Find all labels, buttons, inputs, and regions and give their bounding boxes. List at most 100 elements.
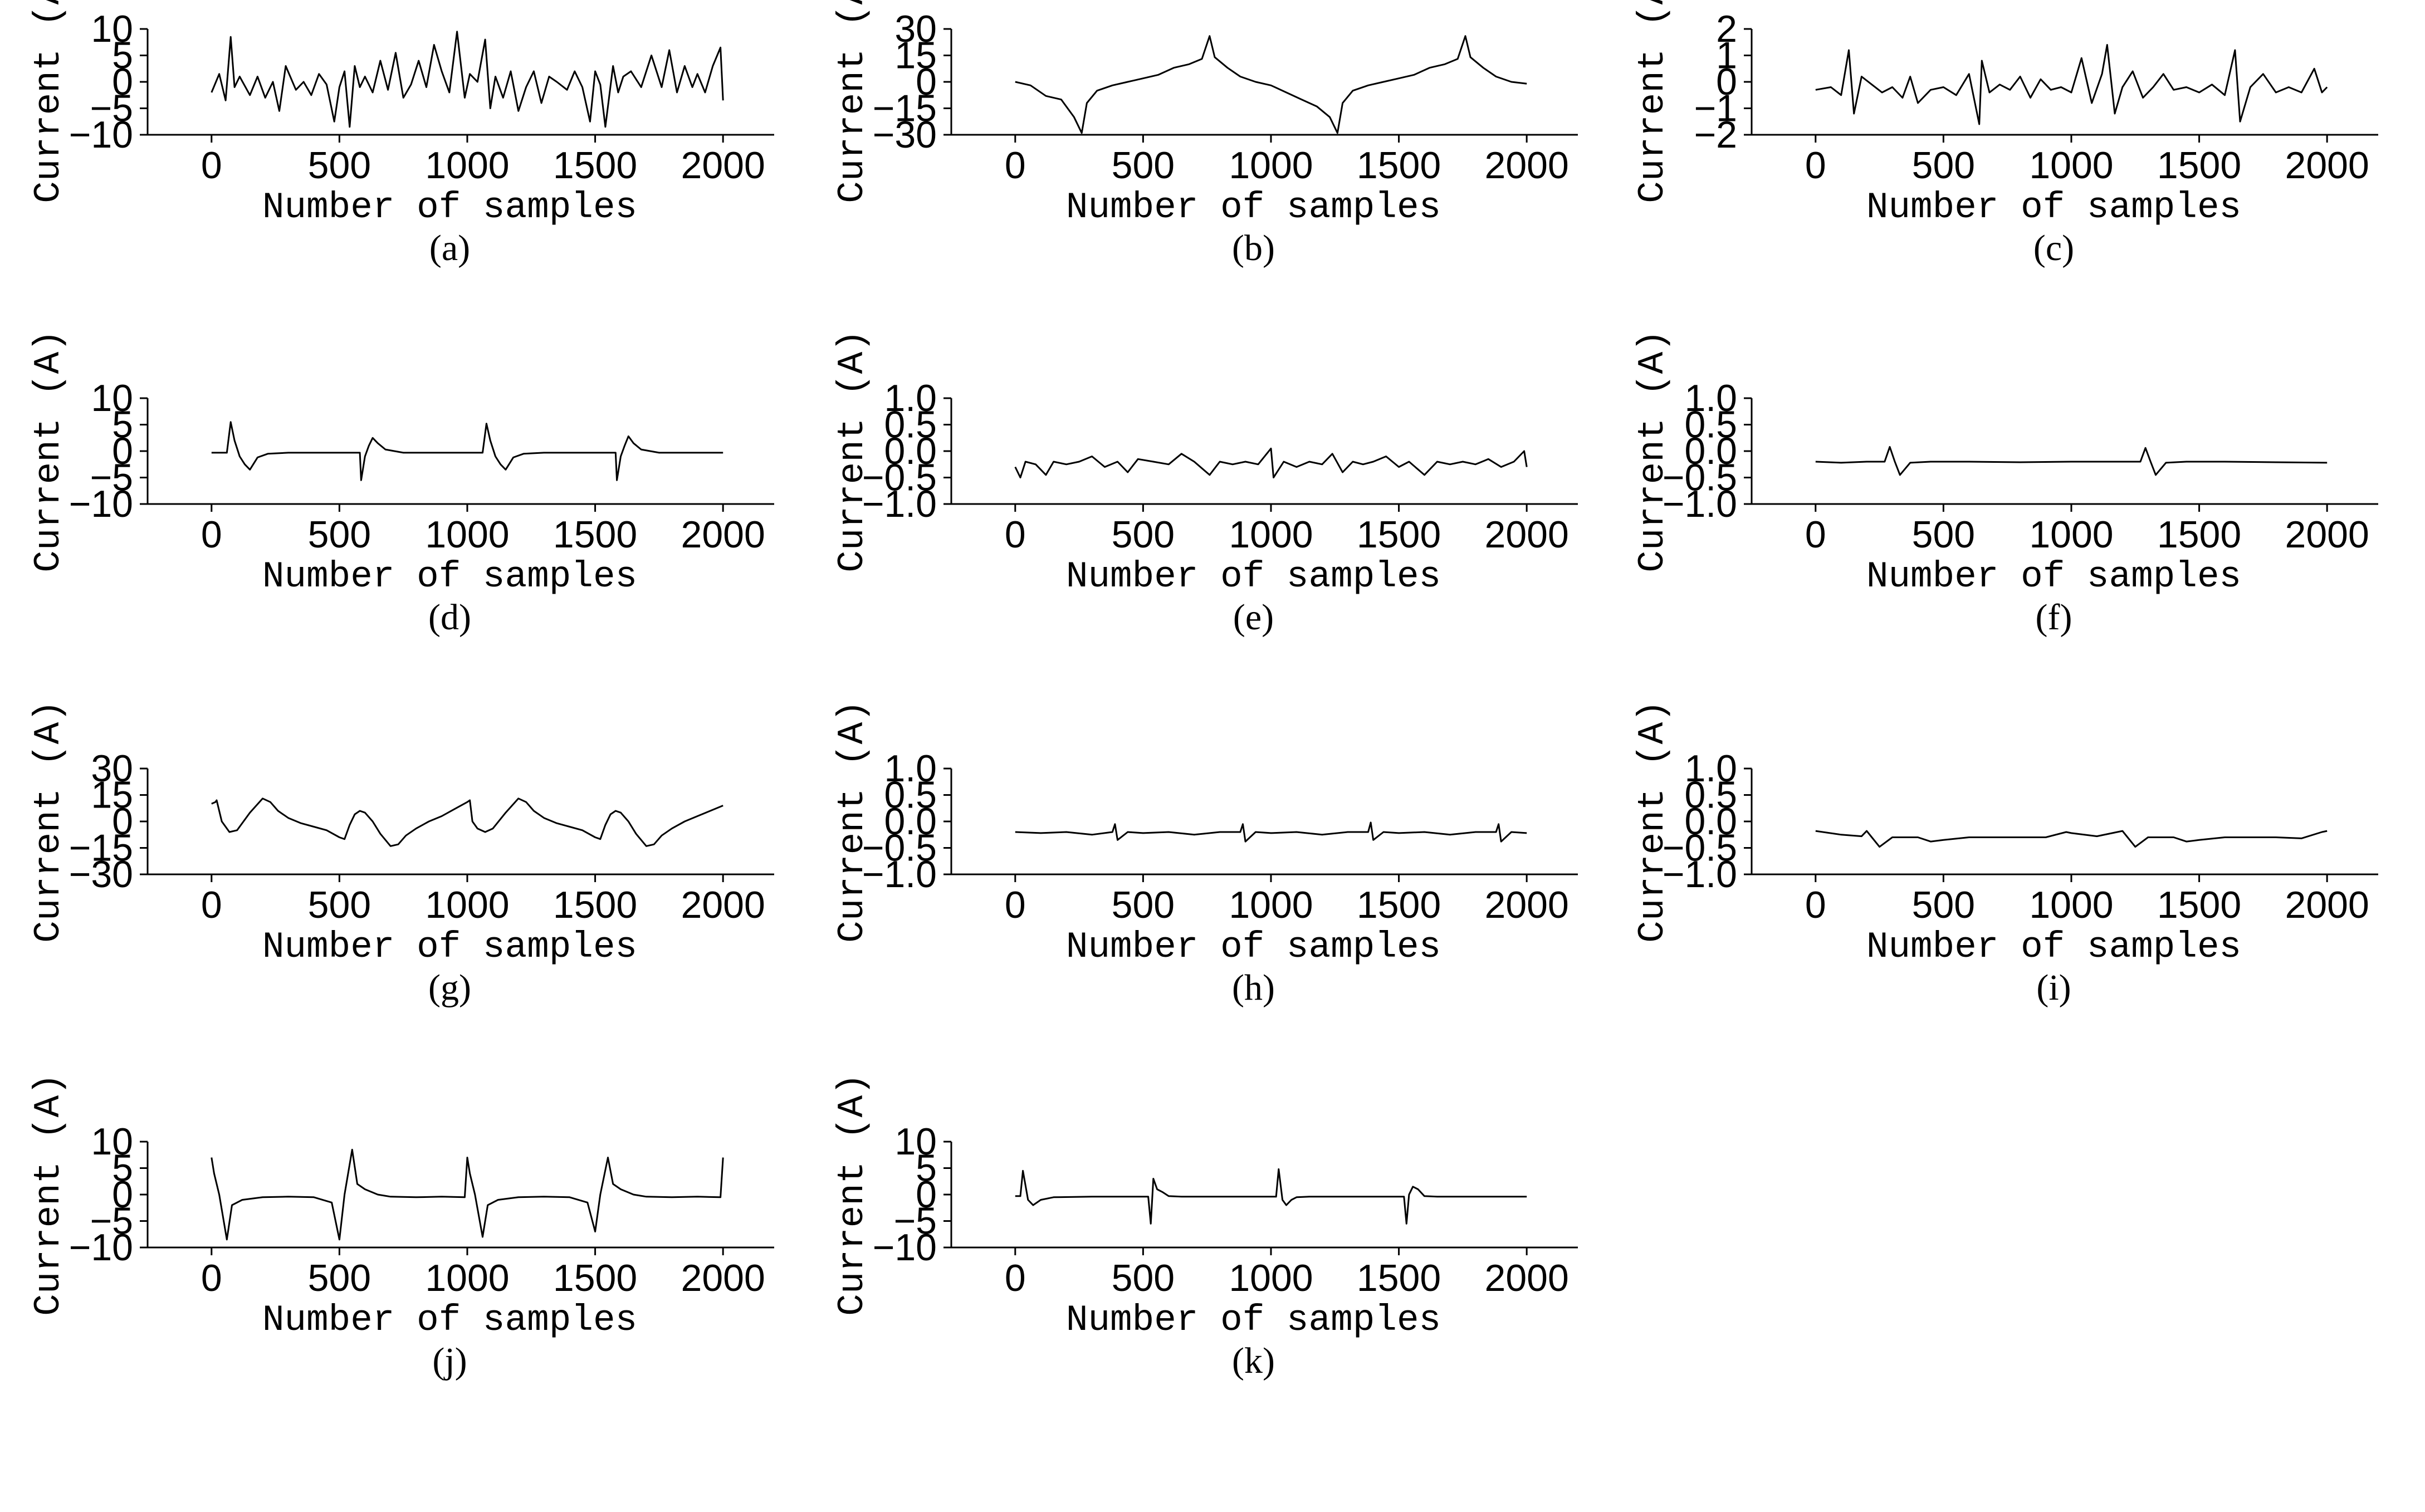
- series-line: [211, 31, 724, 128]
- series-line: [1014, 447, 1528, 478]
- x-tick-label: 2000: [681, 884, 765, 926]
- x-tick-label: 0: [1805, 144, 1826, 187]
- y-tick-label: 0: [112, 61, 133, 103]
- x-tick-label: 0: [1005, 144, 1026, 187]
- y-tick-label: −0.5: [862, 827, 937, 869]
- y-tick-label: 0.5: [1684, 774, 1737, 816]
- y-tick-label: 0.0: [884, 430, 937, 472]
- x-tick-label: 0: [1005, 884, 1026, 926]
- x-tick-label: 1000: [2029, 884, 2113, 926]
- series-line: [1815, 446, 2328, 476]
- y-axis-label: Current (A): [832, 700, 873, 943]
- x-tick-label: 2000: [681, 144, 765, 187]
- y-tick-label: 0: [112, 430, 133, 472]
- x-axis-label: Number of samples: [262, 1299, 637, 1341]
- x-tick-label: 1000: [1229, 513, 1313, 556]
- x-tick-label: 500: [1912, 144, 1975, 187]
- x-axis-label: Number of samples: [262, 187, 637, 228]
- y-tick-label: −10: [69, 483, 133, 525]
- y-tick-label: 5: [112, 404, 133, 446]
- y-tick-label: 1.0: [1684, 377, 1737, 419]
- y-tick-label: 1.0: [884, 377, 937, 419]
- chart-panel: −1.0−0.50.00.51.0 0 500 1000 1500 2000 Current…: [832, 700, 1578, 1008]
- y-tick-label: 15: [91, 774, 133, 816]
- x-tick-label: 0: [201, 513, 222, 556]
- y-tick-label: −1.0: [1663, 483, 1737, 525]
- y-tick-label: −1.0: [862, 853, 937, 896]
- x-tick-label: 500: [308, 884, 371, 926]
- x-tick-label: 500: [1112, 513, 1175, 556]
- x-axis-label: Number of samples: [262, 556, 637, 598]
- x-axis-label: Number of samples: [262, 926, 637, 968]
- x-tick-label: 1500: [1357, 513, 1441, 556]
- y-tick-label: 30: [91, 747, 133, 790]
- x-tick-label: 1500: [553, 1257, 637, 1299]
- x-tick-label: 0: [1805, 884, 1826, 926]
- panel-caption: (c): [2033, 228, 2074, 268]
- panel-caption: (h): [1232, 967, 1275, 1008]
- x-tick-label: 500: [308, 1257, 371, 1299]
- x-tick-label: 500: [308, 144, 371, 187]
- y-tick-label: 10: [91, 1120, 133, 1163]
- y-tick-label: −5: [90, 87, 133, 130]
- y-tick-label: 1.0: [884, 747, 937, 790]
- panel-caption: (g): [428, 967, 471, 1008]
- y-tick-label: 0.5: [884, 404, 937, 446]
- chart-panel: −1.0−0.50.00.51.0 0 500 1000 1500 2000 Current…: [1632, 330, 2378, 638]
- y-axis-label: Current (A): [832, 1073, 873, 1316]
- panel-caption: (j): [432, 1340, 467, 1381]
- x-tick-label: 2000: [1485, 1257, 1569, 1299]
- x-tick-label: 1000: [1229, 144, 1313, 187]
- y-axis-label: Current (A): [28, 700, 70, 943]
- y-tick-label: 10: [91, 377, 133, 419]
- series-line: [1015, 1168, 1527, 1225]
- y-axis-label: Current (A): [1632, 0, 1674, 203]
- y-tick-label: −5: [893, 1200, 937, 1242]
- y-tick-label: −0.5: [862, 457, 937, 499]
- x-tick-label: 1000: [1229, 1257, 1313, 1299]
- panel-caption: (e): [1233, 597, 1274, 638]
- x-tick-label: 0: [201, 884, 222, 926]
- x-tick-label: 1000: [2029, 144, 2113, 187]
- y-tick-label: −10: [69, 1226, 133, 1269]
- y-tick-label: 5: [112, 35, 133, 77]
- x-tick-label: 0: [1005, 513, 1026, 556]
- y-tick-label: 2: [1716, 8, 1737, 50]
- x-axis-label: Number of samples: [1866, 187, 2241, 228]
- x-tick-label: 2000: [1485, 884, 1569, 926]
- chart-panel: −1.0−0.50.00.51.0 0 500 1000 1500 2000 Current…: [1632, 700, 2378, 1008]
- series-line: [1815, 44, 2328, 125]
- y-tick-label: −10: [69, 114, 133, 156]
- y-tick-label: −0.5: [1663, 827, 1737, 869]
- y-tick-label: 0: [916, 1173, 937, 1216]
- y-tick-label: 10: [894, 1120, 937, 1163]
- x-axis-label: Number of samples: [1066, 1299, 1441, 1341]
- y-tick-label: −5: [90, 457, 133, 499]
- y-tick-label: 0.0: [884, 800, 937, 843]
- y-tick-label: 0: [1716, 61, 1737, 103]
- x-axis-label: Number of samples: [1866, 926, 2241, 968]
- x-tick-label: 1000: [2029, 513, 2113, 556]
- y-axis-label: Current (A): [1632, 330, 1674, 572]
- x-axis-label: Number of samples: [1066, 187, 1441, 228]
- x-tick-label: 1500: [553, 513, 637, 556]
- y-tick-label: 15: [894, 35, 937, 77]
- x-tick-label: 1000: [425, 884, 509, 926]
- y-tick-label: 5: [112, 1147, 133, 1190]
- x-tick-label: 1500: [2157, 884, 2241, 926]
- y-axis-label: Current (A): [28, 1073, 70, 1316]
- x-tick-label: 2000: [681, 1257, 765, 1299]
- x-tick-label: 2000: [2285, 144, 2369, 187]
- panel-caption: (i): [2036, 967, 2071, 1008]
- y-tick-label: 1: [1716, 35, 1737, 77]
- y-tick-label: −1.0: [862, 483, 937, 525]
- series-line: [1015, 35, 1527, 134]
- y-tick-label: −1: [1694, 87, 1737, 130]
- x-tick-label: 1500: [553, 144, 637, 187]
